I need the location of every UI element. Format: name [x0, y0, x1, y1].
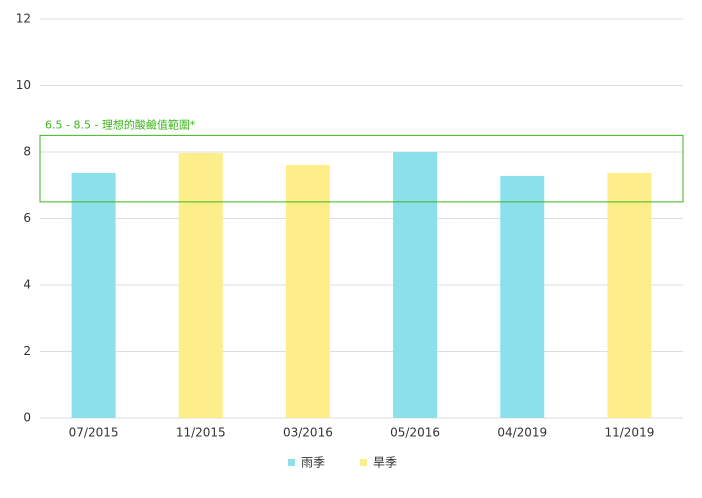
- x-tick-label: 11/2015: [176, 426, 226, 440]
- legend-marker: [288, 459, 295, 466]
- annotation: 6.5 - 8.5 - 理想的酸鹼值範圍*: [45, 117, 196, 131]
- y-tick-label: 4: [23, 278, 31, 292]
- y-tick-label: 6: [23, 211, 31, 225]
- bar: [607, 172, 652, 418]
- bar: [393, 152, 438, 418]
- y-tick-label: 10: [16, 78, 31, 92]
- x-tick-label: 05/2016: [390, 426, 440, 440]
- legend-label: 雨季: [301, 456, 325, 470]
- bar: [178, 152, 223, 418]
- bar: [71, 172, 116, 418]
- y-tick-label: 8: [23, 145, 31, 159]
- x-tick-label: 07/2015: [69, 426, 119, 440]
- reference-band: [39, 134, 684, 203]
- y-tick-label: 0: [23, 411, 31, 425]
- x-tick-label: 04/2019: [497, 426, 547, 440]
- bar: [285, 164, 330, 418]
- legend-marker: [360, 459, 367, 466]
- y-tick-label: 2: [23, 344, 31, 358]
- legend-label: 旱季: [373, 456, 397, 470]
- bar: [500, 175, 545, 418]
- y-tick-label: 12: [16, 12, 31, 26]
- x-tick-label: 11/2019: [604, 426, 654, 440]
- x-tick-label: 03/2016: [283, 426, 333, 440]
